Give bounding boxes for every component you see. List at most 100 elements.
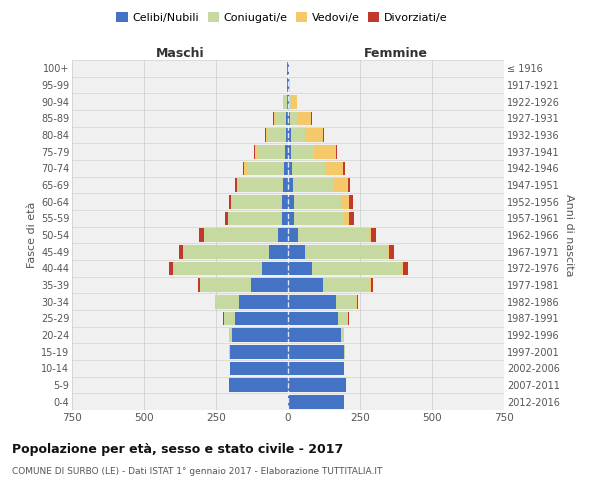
Bar [254, 145, 255, 158]
Bar [227, 212, 229, 225]
Bar [343, 162, 345, 175]
Bar [229, 328, 232, 342]
Bar [288, 345, 344, 358]
Bar [243, 162, 244, 175]
Bar [237, 178, 238, 192]
Bar [288, 362, 344, 375]
Bar [284, 95, 287, 108]
Bar [388, 245, 389, 258]
Bar [288, 162, 292, 175]
Bar [344, 212, 349, 225]
Bar [286, 128, 288, 142]
Bar [288, 178, 293, 192]
Bar [184, 245, 269, 258]
Bar [349, 212, 353, 225]
Bar [292, 162, 325, 175]
Bar [235, 312, 288, 325]
Y-axis label: Fasce di età: Fasce di età [26, 202, 37, 268]
Bar [402, 262, 403, 275]
Bar [235, 178, 237, 192]
Bar [288, 328, 341, 342]
Text: COMUNE DI SURBO (LE) - Dati ISTAT 1° gennaio 2017 - Elaborazione TUTTITALIA.IT: COMUNE DI SURBO (LE) - Dati ISTAT 1° gen… [12, 468, 382, 476]
Bar [268, 128, 286, 142]
Bar [286, 112, 288, 125]
Bar [288, 295, 335, 308]
Bar [293, 178, 334, 192]
Bar [288, 245, 305, 258]
Bar [224, 212, 227, 225]
Bar [288, 95, 289, 108]
Bar [229, 378, 288, 392]
Bar [341, 195, 349, 208]
Bar [229, 195, 231, 208]
Text: Femmine: Femmine [364, 47, 428, 60]
Bar [294, 212, 344, 225]
Bar [283, 95, 284, 108]
Bar [230, 345, 288, 358]
Bar [276, 112, 286, 125]
Bar [290, 112, 298, 125]
Bar [283, 178, 288, 192]
Bar [325, 162, 343, 175]
Bar [294, 195, 341, 208]
Bar [288, 395, 344, 408]
Bar [371, 278, 373, 292]
Bar [284, 145, 288, 158]
Bar [262, 262, 288, 275]
Bar [338, 312, 349, 325]
Text: Popolazione per età, sesso e stato civile - 2017: Popolazione per età, sesso e stato civil… [12, 442, 343, 456]
Bar [224, 312, 235, 325]
Bar [244, 162, 247, 175]
Bar [288, 112, 290, 125]
Bar [344, 345, 345, 358]
Bar [305, 245, 388, 258]
Bar [287, 95, 288, 108]
Bar [313, 262, 402, 275]
Bar [334, 178, 348, 192]
Bar [368, 228, 371, 242]
Bar [199, 228, 203, 242]
Bar [200, 278, 251, 292]
Bar [266, 128, 268, 142]
Bar [291, 128, 305, 142]
Bar [230, 362, 288, 375]
Bar [203, 228, 205, 242]
Bar [305, 128, 323, 142]
Bar [288, 145, 292, 158]
Bar [251, 278, 288, 292]
Bar [173, 262, 174, 275]
Y-axis label: Anni di nascita: Anni di nascita [564, 194, 574, 276]
Bar [169, 262, 173, 275]
Bar [389, 245, 394, 258]
Bar [288, 128, 291, 142]
Bar [229, 212, 281, 225]
Bar [314, 145, 335, 158]
Text: Maschi: Maschi [155, 47, 205, 60]
Bar [323, 278, 370, 292]
Bar [335, 145, 337, 158]
Bar [229, 345, 230, 358]
Bar [349, 195, 353, 208]
Bar [288, 228, 298, 242]
Bar [348, 178, 350, 192]
Bar [282, 195, 288, 208]
Bar [289, 95, 292, 108]
Bar [288, 212, 294, 225]
Bar [239, 295, 288, 308]
Bar [298, 112, 311, 125]
Bar [232, 328, 288, 342]
Bar [323, 128, 324, 142]
Bar [311, 112, 312, 125]
Bar [257, 145, 284, 158]
Bar [403, 262, 408, 275]
Bar [281, 212, 288, 225]
Bar [216, 295, 239, 308]
Bar [288, 378, 346, 392]
Bar [357, 295, 358, 308]
Bar [255, 145, 257, 158]
Bar [274, 112, 276, 125]
Bar [288, 278, 323, 292]
Bar [205, 228, 278, 242]
Bar [292, 145, 314, 158]
Bar [198, 278, 200, 292]
